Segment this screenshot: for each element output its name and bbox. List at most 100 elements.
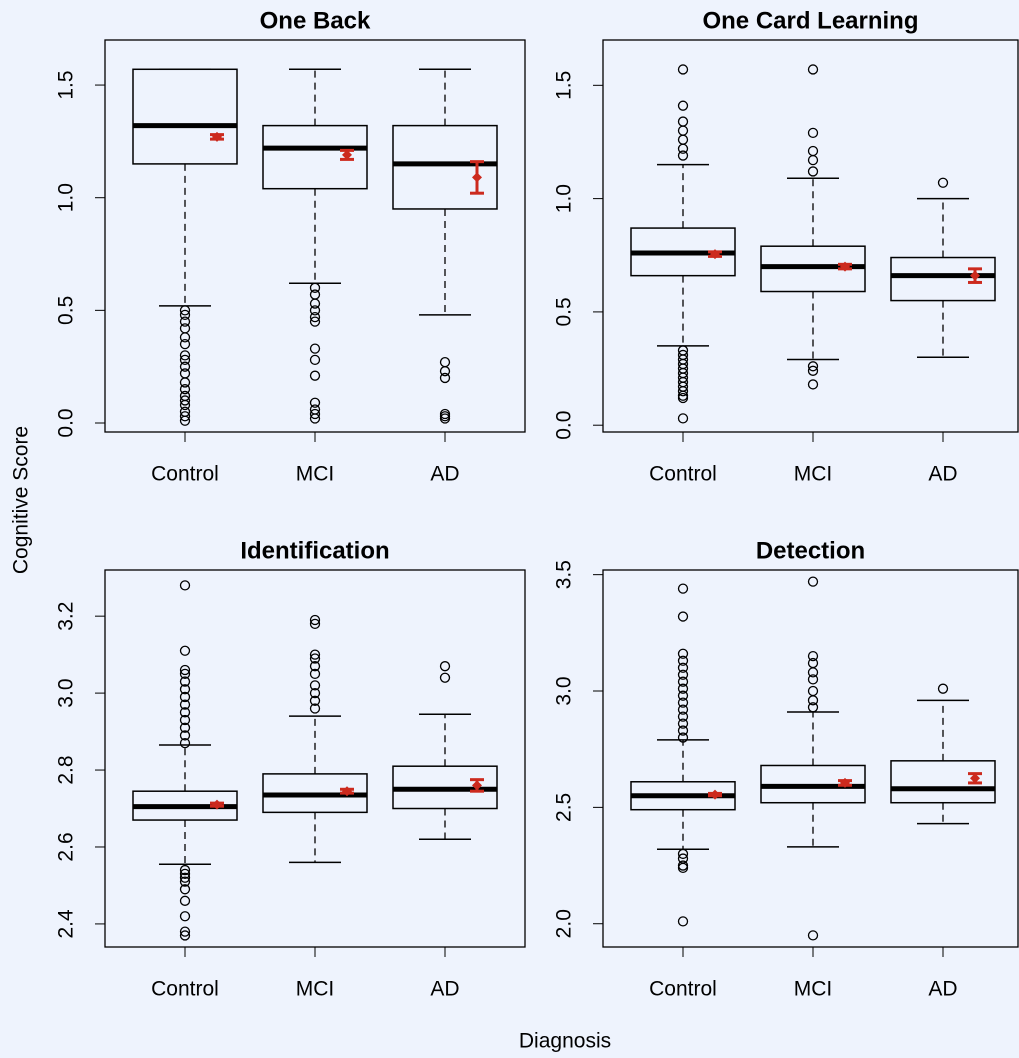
mean-point <box>212 799 222 810</box>
outlier <box>807 379 819 390</box>
outlier <box>179 645 191 656</box>
outlier <box>179 684 191 695</box>
y-tick-label: 0.0 <box>55 408 78 437</box>
x-tick-label: AD <box>430 978 459 1001</box>
outlier <box>807 576 819 587</box>
outlier <box>179 930 191 941</box>
outlier <box>179 309 191 321</box>
mean-point <box>342 786 352 797</box>
outlier <box>179 332 191 343</box>
y-tick-label: 3.5 <box>553 560 576 589</box>
outlier <box>439 413 451 424</box>
y-tick-label: 0.0 <box>553 411 576 440</box>
x-tick-label: MCI <box>794 978 833 1001</box>
mean-point <box>840 777 850 788</box>
outlier <box>179 399 191 411</box>
outlier <box>179 668 191 680</box>
outlier <box>179 664 191 676</box>
outlier <box>677 64 689 75</box>
outlier <box>677 711 689 722</box>
outlier <box>309 282 321 293</box>
outlier <box>179 884 191 895</box>
outlier <box>179 895 191 906</box>
outlier <box>309 370 321 381</box>
outlier <box>309 618 321 630</box>
outlier <box>439 661 451 672</box>
outlier <box>309 311 321 323</box>
panel-title: Detection <box>756 537 865 564</box>
outlier <box>309 413 321 424</box>
outlier <box>937 177 949 188</box>
outlier <box>677 655 689 666</box>
outlier <box>179 411 191 422</box>
outlier <box>677 848 689 860</box>
outlier <box>179 377 191 388</box>
outlier <box>807 166 819 177</box>
outlier <box>677 150 689 161</box>
outlier <box>309 408 321 420</box>
x-tick-label: MCI <box>794 463 833 486</box>
outlier <box>179 699 191 710</box>
outlier <box>677 704 689 715</box>
mean-point <box>212 131 222 142</box>
y-tick-label: 1.5 <box>55 70 78 99</box>
x-tick-label: AD <box>928 463 957 486</box>
box <box>392 124 498 210</box>
outlier <box>807 650 819 662</box>
outlier <box>309 354 321 366</box>
x-tick-label: AD <box>928 978 957 1001</box>
outlier <box>179 868 191 880</box>
outlier <box>807 702 819 713</box>
outlier <box>807 674 819 685</box>
outlier <box>677 862 689 874</box>
outlier <box>677 386 689 397</box>
outlier <box>309 687 321 699</box>
outlier <box>439 372 451 384</box>
outlier <box>179 737 191 749</box>
y-tick-label: 1.5 <box>553 71 576 100</box>
y-tick-label: 2.0 <box>553 909 576 938</box>
mean-point <box>342 149 352 160</box>
outlier <box>179 864 191 876</box>
y-tick-label: 2.6 <box>55 832 78 861</box>
y-tick-label: 0.5 <box>55 296 78 325</box>
outlier <box>179 714 191 726</box>
outlier <box>807 685 819 697</box>
outlier <box>179 722 191 733</box>
y-tick-label: 2.8 <box>55 755 78 784</box>
outlier <box>807 145 819 157</box>
y-tick-label: 3.0 <box>55 679 78 708</box>
outlier <box>309 653 321 664</box>
outlier <box>179 691 191 703</box>
outlier <box>309 703 321 714</box>
outlier <box>677 732 689 743</box>
y-tick-label: 3.2 <box>55 602 78 631</box>
outlier <box>309 316 321 327</box>
outlier <box>677 116 689 127</box>
outlier <box>179 395 191 406</box>
mean-point <box>710 249 720 260</box>
outlier <box>677 648 689 659</box>
y-tick-label: 2.5 <box>553 793 576 822</box>
y-tick-label: 1.0 <box>553 184 576 213</box>
outlier <box>677 392 689 404</box>
outlier <box>309 343 321 354</box>
y-axis-label: Cognitive Score <box>10 426 33 574</box>
outlier <box>179 305 191 316</box>
outlier <box>807 64 819 75</box>
outlier <box>179 354 191 366</box>
outlier <box>677 662 689 673</box>
box <box>890 760 996 804</box>
x-tick-label: Control <box>151 463 219 486</box>
outlier <box>179 361 191 372</box>
outlier <box>309 397 321 408</box>
outlier <box>309 649 321 660</box>
mean-point <box>472 780 482 791</box>
outlier <box>807 361 819 372</box>
mean-point <box>970 773 980 784</box>
panel-title: One Back <box>260 7 371 34</box>
outlier <box>179 730 191 741</box>
outlier <box>677 100 689 111</box>
